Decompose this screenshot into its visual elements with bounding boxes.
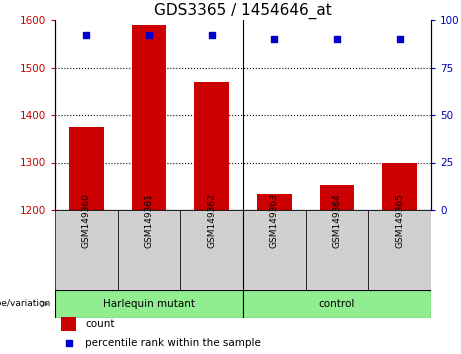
Point [333,36,341,42]
Bar [320,185,354,210]
Text: count: count [85,319,115,329]
Text: Harlequin mutant: Harlequin mutant [103,299,195,309]
Text: GSM149360: GSM149360 [82,194,91,249]
Bar [243,210,306,290]
Bar [195,82,229,210]
Bar [118,210,180,290]
Bar [69,127,104,210]
Text: GSM149362: GSM149362 [207,194,216,249]
Point [208,32,215,38]
Text: control: control [319,299,355,309]
Bar [55,210,118,290]
Bar [368,210,431,290]
Point [65,340,72,346]
Text: GSM149361: GSM149361 [144,194,154,249]
Bar [257,194,291,210]
Bar [55,290,243,318]
Bar [61,317,76,331]
Point [396,36,403,42]
Text: genotype/variation: genotype/variation [0,299,50,308]
Point [145,32,153,38]
Point [83,32,90,38]
Bar [243,290,431,318]
Bar [180,210,243,290]
Text: GSM149365: GSM149365 [395,194,404,249]
Bar [383,162,417,210]
Bar [306,210,368,290]
Text: percentile rank within the sample: percentile rank within the sample [85,338,261,348]
Text: GSM149364: GSM149364 [332,194,342,249]
Point [271,36,278,42]
Title: GDS3365 / 1454646_at: GDS3365 / 1454646_at [154,2,332,19]
Bar [132,25,166,210]
Text: GSM149363: GSM149363 [270,194,279,249]
